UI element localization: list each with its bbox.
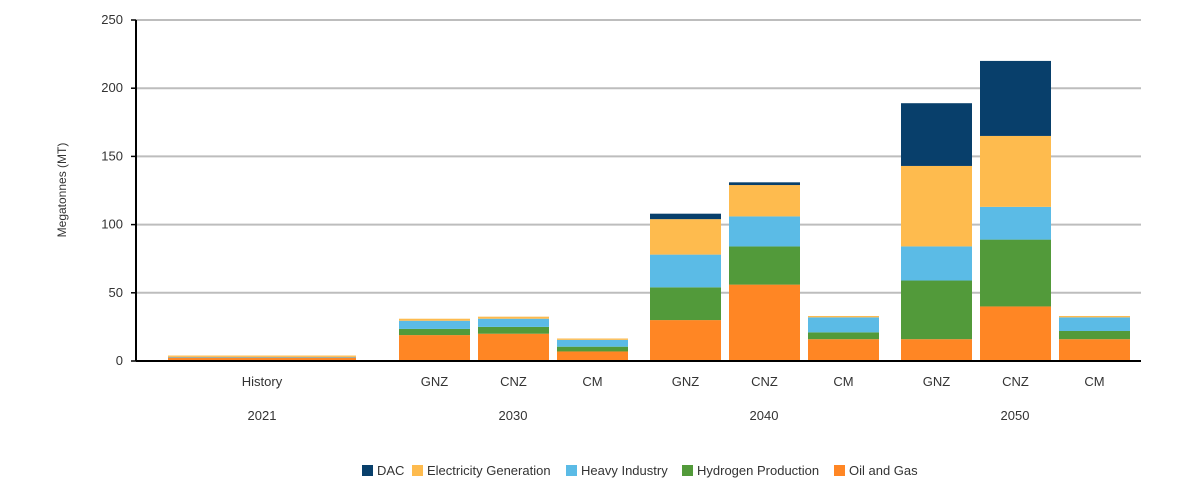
- legend-label: Heavy Industry: [581, 463, 668, 478]
- bar-segment-heavy-industry: [478, 318, 549, 327]
- x-tick-label: GNZ: [923, 374, 951, 389]
- legend-swatch: [362, 465, 373, 476]
- bar-segment-heavy-industry: [901, 246, 972, 281]
- legend-swatch: [566, 465, 577, 476]
- bars: [168, 60, 1130, 361]
- legend-swatch: [834, 465, 845, 476]
- x-tick-label: CM: [833, 374, 853, 389]
- group-labels: 2021 2030 2040 2050: [248, 408, 1030, 423]
- legend-label: DAC: [377, 463, 404, 478]
- y-axis-label: Megatonnes (MT): [55, 143, 69, 238]
- bar-segment-heavy-industry: [650, 254, 721, 288]
- bar-segment-oil-and-gas: [168, 357, 356, 361]
- bar-segment-oil-and-gas: [980, 306, 1051, 361]
- bar-segment-dac: [901, 103, 972, 166]
- y-tick-label: 100: [101, 217, 123, 232]
- bar-segment-oil-and-gas: [399, 335, 470, 361]
- legend-label: Electricity Generation: [427, 463, 551, 478]
- axes: [135, 20, 1141, 362]
- y-tick-label: 250: [101, 12, 123, 27]
- bar-segment-electricity-generation: [399, 318, 470, 321]
- bar-segment-electricity-generation: [478, 316, 549, 319]
- bar-segment-heavy-industry: [168, 356, 356, 358]
- bar-segment-heavy-industry: [980, 206, 1051, 240]
- bar-segment-heavy-industry: [399, 320, 470, 329]
- y-tick-label: 150: [101, 148, 123, 163]
- x-tick-labels: History GNZ CNZ CM GNZ CNZ CM GNZ CNZ CM: [242, 374, 1105, 389]
- legend-label: Hydrogen Production: [697, 463, 819, 478]
- bar-segment-oil-and-gas: [729, 284, 800, 361]
- bar-segment-oil-and-gas: [1059, 339, 1130, 361]
- bar-segment-dac: [650, 213, 721, 220]
- x-tick-label: CM: [582, 374, 602, 389]
- bar-segment-dac: [980, 60, 1051, 136]
- x-tick-label: GNZ: [421, 374, 449, 389]
- bar-segment-electricity-generation: [901, 165, 972, 247]
- bar-segment-hydrogen-production: [399, 328, 470, 336]
- bar-segment-hydrogen-production: [478, 326, 549, 334]
- y-tick-label: 0: [116, 353, 123, 368]
- legend-swatch: [412, 465, 423, 476]
- x-tick-label: CNZ: [500, 374, 527, 389]
- bar-segment-heavy-industry: [1059, 317, 1130, 331]
- bar-segment-electricity-generation: [650, 219, 721, 255]
- bar-segment-hydrogen-production: [980, 239, 1051, 307]
- bar-segment-hydrogen-production: [901, 280, 972, 340]
- bar-segment-electricity-generation: [168, 355, 356, 357]
- y-tick-labels: 0 50 100 150 200 250: [101, 12, 136, 368]
- legend-label: Oil and Gas: [849, 463, 918, 478]
- bar-segment-electricity-generation: [729, 185, 800, 217]
- bar-segment-heavy-industry: [557, 339, 628, 347]
- bar-segment-oil-and-gas: [808, 339, 879, 361]
- bar-segment-electricity-generation: [557, 338, 628, 340]
- bar-segment-oil-and-gas: [478, 333, 549, 361]
- bar-segment-oil-and-gas: [901, 339, 972, 361]
- bar-segment-electricity-generation: [808, 315, 879, 318]
- group-label: 2050: [1001, 408, 1030, 423]
- bar-segment-electricity-generation: [1059, 315, 1130, 318]
- group-label: 2030: [499, 408, 528, 423]
- x-tick-label: CM: [1084, 374, 1104, 389]
- y-tick-label: 200: [101, 80, 123, 95]
- group-label: 2040: [750, 408, 779, 423]
- gridlines: [136, 19, 1141, 294]
- bar-segment-heavy-industry: [808, 317, 879, 333]
- bar-segment-hydrogen-production: [557, 346, 628, 352]
- bar-segment-oil-and-gas: [557, 351, 628, 361]
- bar-segment-oil-and-gas: [650, 320, 721, 361]
- y-tick-label: 50: [109, 285, 123, 300]
- bar-segment-dac: [729, 182, 800, 186]
- bar-segment-hydrogen-production: [1059, 330, 1130, 340]
- bar-segment-heavy-industry: [729, 216, 800, 247]
- x-tick-label: History: [242, 374, 283, 389]
- bar-segment-hydrogen-production: [729, 246, 800, 285]
- group-label: 2021: [248, 408, 277, 423]
- legend-swatch: [682, 465, 693, 476]
- x-tick-label: CNZ: [1002, 374, 1029, 389]
- bar-segment-hydrogen-production: [808, 332, 879, 340]
- x-tick-label: CNZ: [751, 374, 778, 389]
- bar-segment-electricity-generation: [980, 135, 1051, 207]
- x-tick-label: GNZ: [672, 374, 700, 389]
- bar-segment-hydrogen-production: [650, 287, 721, 321]
- legend: DAC Electricity Generation Heavy Industry H…: [362, 463, 918, 478]
